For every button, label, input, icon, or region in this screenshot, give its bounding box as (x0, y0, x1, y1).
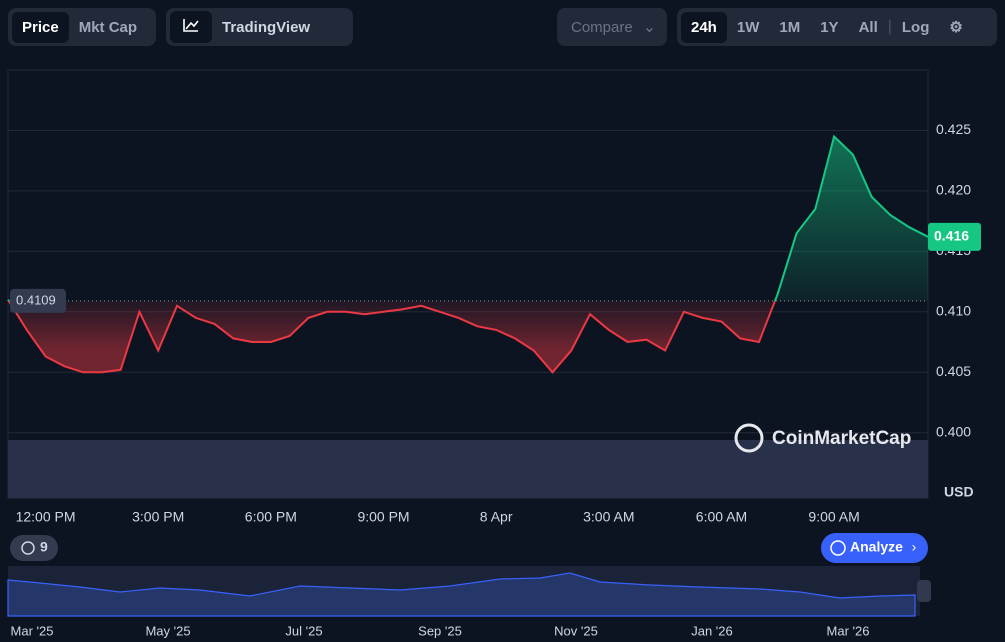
x-tick-label: 3:00 AM (583, 509, 634, 525)
range-tab[interactable]: All (858, 18, 878, 36)
price-area (8, 136, 928, 373)
overview-label: Jan '26 (691, 623, 733, 638)
history-badge[interactable]: 9 (10, 535, 58, 561)
x-tick-label: 6:00 PM (245, 509, 297, 525)
range-group: 24h 1W 1M 1Y All | Log ⚙ (677, 8, 997, 46)
y-tick-label: 0.405 (936, 363, 971, 379)
log-toggle[interactable]: Log (901, 18, 930, 36)
range-tab[interactable]: 1M (779, 18, 801, 36)
volume-band (8, 440, 928, 498)
baseline-tag (10, 288, 66, 313)
mode-group: Price Mkt Cap (8, 8, 156, 46)
overview-label: May '25 (145, 623, 190, 638)
analyze-button[interactable]: Analyze › (821, 533, 928, 563)
tab[interactable]: Price (12, 11, 69, 43)
chart-type-group: TradingView (166, 8, 353, 46)
compare[interactable]: Compare ⌄ (557, 8, 667, 46)
y-tick-label: 0.420 (936, 182, 971, 198)
price-line (7, 134, 929, 374)
range-tab[interactable]: 1Y (820, 18, 839, 36)
separator: | (887, 18, 892, 35)
x-tick-label: 12:00 PM (16, 509, 76, 525)
badge-count: 9 (40, 539, 48, 555)
analyze-label: Analyze (850, 539, 903, 555)
x-tick-label: 9:00 PM (357, 509, 409, 525)
tab[interactable]: TradingView (222, 18, 311, 36)
overview-label: Mar '26 (827, 623, 870, 638)
overview-label: Sep '25 (418, 623, 462, 638)
range-tab[interactable]: 24h (681, 11, 727, 43)
y-tick-label: 0.410 (936, 303, 971, 319)
overview-label: Jul '25 (285, 623, 322, 638)
svg-text:›: › (912, 539, 917, 555)
x-tick-label: 8 Apr (480, 509, 513, 525)
price-tag (928, 222, 981, 251)
watermark-text: CoinMarketCap (772, 428, 911, 449)
baseline-label: 0.4109 (16, 292, 56, 307)
currency-label: USD (944, 484, 974, 500)
y-tick-label: 0.400 (936, 423, 971, 439)
x-tick-label: 6:00 AM (696, 509, 747, 525)
plot-frame (7, 69, 929, 499)
price-tag-label: 0.416 (934, 228, 969, 244)
range-tab[interactable]: 1W (736, 18, 760, 36)
y-tick-label: 0.425 (936, 121, 971, 137)
overview-line (7, 572, 916, 617)
overview-handle[interactable] (917, 580, 931, 602)
watermark-logo (734, 423, 764, 453)
settings[interactable]: ⚙ (949, 19, 963, 36)
x-tick-label: 9:00 AM (808, 509, 859, 525)
compare-label: Compare (571, 18, 633, 36)
x-tick-label: 3:00 PM (132, 509, 184, 525)
overview-label: Mar '25 (11, 623, 54, 638)
icon (183, 19, 199, 32)
tab[interactable]: Mkt Cap (78, 18, 138, 36)
watermark: CoinMarketCap (734, 423, 911, 453)
line-icon[interactable] (170, 11, 212, 43)
overview-label: Nov '25 (554, 623, 598, 638)
